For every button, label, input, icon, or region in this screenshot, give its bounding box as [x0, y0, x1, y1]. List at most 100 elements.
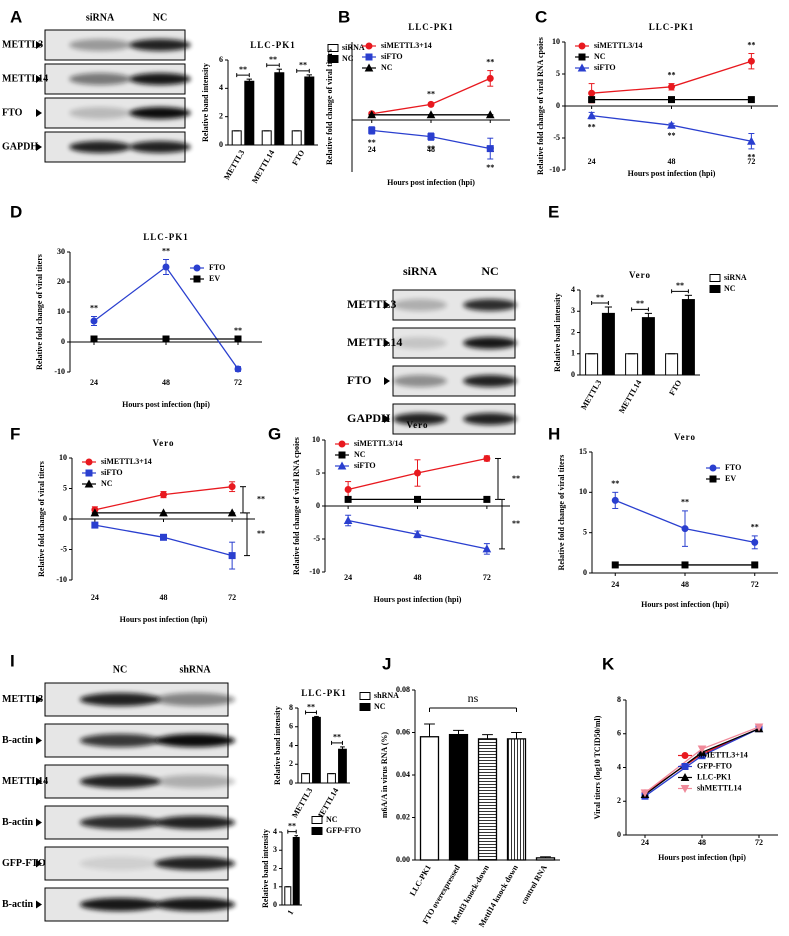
legend-marker: [193, 264, 201, 272]
y-tick-label: -10: [54, 367, 65, 376]
data-point: [587, 111, 596, 120]
chart-title: Vero: [674, 432, 696, 442]
x-tick-label: 24: [588, 157, 596, 166]
significance-label: **: [368, 138, 376, 147]
y-tick-label: 0: [219, 140, 223, 149]
data-point: [681, 525, 689, 533]
x-tick-label: 24: [344, 573, 352, 582]
panel-label: F: [10, 424, 20, 443]
blot-band: [154, 856, 236, 871]
blot-band: [129, 73, 191, 85]
y-tick-label: -10: [309, 567, 320, 576]
blot-arrow: [36, 818, 42, 827]
significance-label: **: [588, 123, 596, 132]
blot-band: [79, 897, 161, 912]
annotation: ns: [468, 691, 479, 705]
legend-label: NC: [326, 815, 338, 824]
legend-label: NC: [101, 479, 113, 488]
legend-label: FTO: [725, 463, 741, 472]
x-tick-label: 72: [483, 573, 491, 582]
significance-label: **: [239, 65, 247, 74]
legend-marker: [85, 458, 93, 466]
panel-label: A: [10, 7, 22, 26]
y-tick-label: 6: [219, 55, 223, 64]
blot-band: [154, 897, 236, 912]
x-tick-label: 72: [755, 838, 763, 847]
legend-marker: [365, 53, 373, 61]
blot-band: [79, 733, 161, 748]
bar: [304, 76, 315, 146]
x-tick-label: 24: [91, 593, 99, 602]
x-axis-label: Hours post infection (hpi): [628, 169, 716, 178]
y-tick-label: 4: [571, 285, 575, 294]
bar: [301, 773, 310, 784]
significance-label: **: [596, 293, 604, 302]
legend-label: NC: [381, 63, 393, 72]
data-point: [90, 335, 98, 343]
blot-arrow: [36, 736, 42, 745]
x-tick-label: 48: [668, 157, 676, 166]
data-point: [754, 723, 764, 732]
x-tick-label: 48: [162, 378, 170, 387]
blot-band: [393, 299, 447, 311]
blot-band: [69, 141, 131, 153]
y-tick-label: 10: [57, 307, 65, 316]
y-axis-label: Relative fold change of viral titers: [557, 455, 566, 571]
data-point: [668, 96, 675, 104]
annotation: **: [512, 519, 520, 528]
y-axis-label: Relative fold change of viral RNA cpoies: [292, 437, 301, 575]
y-tick-label: 10: [552, 37, 560, 46]
y-axis-label: Viral titers (log10 TCID50/ml): [593, 715, 602, 819]
y-tick-label: 0: [63, 514, 67, 523]
data-point: [234, 335, 242, 343]
significance-label: **: [307, 702, 315, 711]
y-tick-label: 8: [289, 703, 293, 712]
blot-band: [463, 375, 517, 387]
blot-column-label: NC: [153, 12, 167, 23]
legend-swatch: [311, 827, 323, 835]
annotation: **: [257, 495, 265, 504]
y-tick-label: 5: [316, 468, 320, 477]
legend-swatch: [359, 703, 371, 711]
data-point: [611, 496, 619, 504]
bar: [665, 353, 679, 376]
legend-label: GFP-FTO: [697, 761, 732, 770]
bar: [641, 317, 655, 376]
y-tick-label: -5: [313, 534, 320, 543]
chart-title: Vero: [629, 270, 651, 280]
y-axis-label: Relative band intensity: [553, 293, 562, 372]
bar: [292, 836, 300, 906]
x-tick-label: control RNA: [519, 863, 549, 905]
x-tick-label: 24: [368, 145, 376, 154]
legend-label: NC: [724, 284, 736, 293]
blot-band: [154, 692, 236, 707]
bar: [477, 738, 498, 861]
y-tick-label: 0: [273, 900, 277, 909]
data-point: [667, 120, 676, 129]
y-axis-label: Relative band intensity: [201, 63, 210, 142]
blot-band: [463, 299, 517, 311]
blot-column-label: NC: [481, 264, 498, 278]
blot-column-label: NC: [113, 664, 127, 675]
legend-label: siRNA: [724, 273, 747, 282]
legend-marker: [578, 53, 586, 61]
blot-band: [154, 774, 236, 789]
x-tick-label: METTL3: [579, 378, 603, 411]
y-tick-label: 2: [617, 796, 621, 805]
significance-label: **: [90, 303, 98, 312]
significance-label: **: [427, 90, 435, 99]
legend-label: NC: [374, 702, 386, 711]
blot-band: [393, 375, 447, 387]
data-point: [640, 789, 650, 798]
x-tick-label: 72: [228, 593, 236, 602]
legend-marker: [193, 275, 201, 283]
y-tick-label: 0.08: [396, 685, 410, 694]
x-tick-label: METTL3: [222, 148, 246, 181]
data-point: [90, 317, 98, 325]
data-point: [697, 745, 707, 754]
chart-title: LLC-PK1: [408, 22, 454, 32]
data-point: [162, 335, 170, 343]
y-tick-label: 30: [57, 247, 65, 256]
panel-label: G: [268, 424, 281, 443]
